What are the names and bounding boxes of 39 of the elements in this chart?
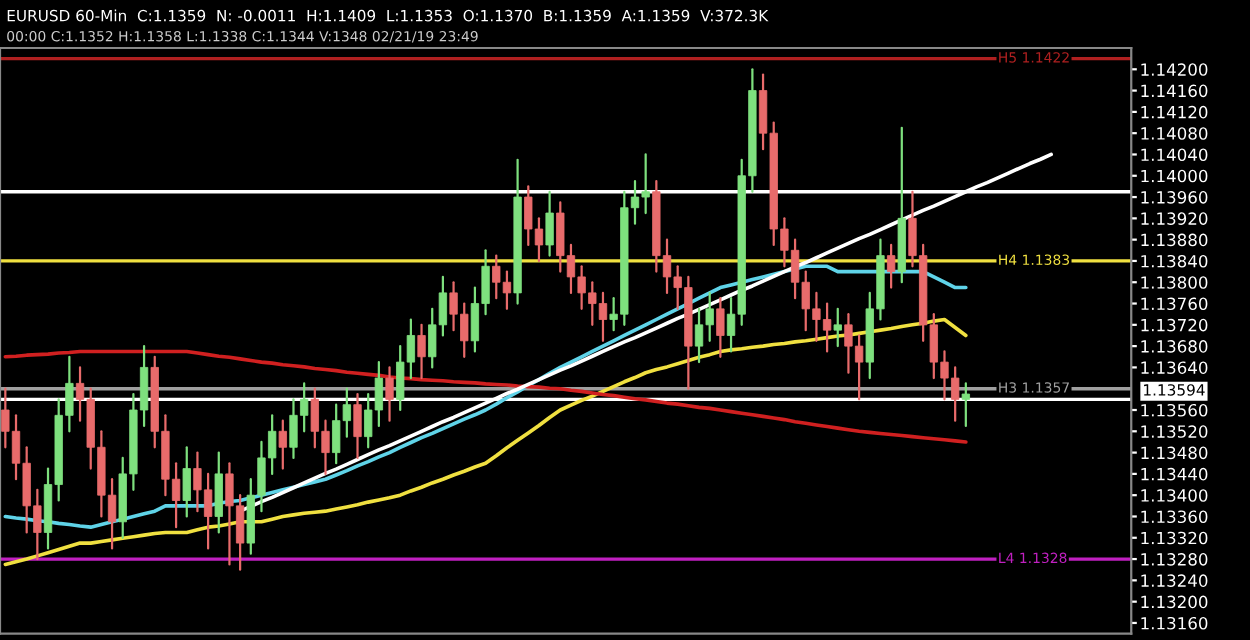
y-tick-label: 1.13240 (1141, 574, 1208, 587)
y-tick-label: 1.13320 (1141, 531, 1208, 545)
y-tick-label: 1.13800 (1141, 276, 1208, 289)
candlestick (182, 446, 191, 518)
y-tick-label: 1.14080 (1141, 127, 1208, 140)
y-tick-label: 1.13200 (1141, 595, 1208, 609)
y-tick-label: 1.13560 (1141, 403, 1208, 417)
y-tick-label: 1.13480 (1141, 446, 1208, 460)
y-tick-label: 1.13640 (1141, 361, 1208, 374)
y-tick-label: 1.14000 (1141, 169, 1208, 183)
candlestick (417, 323, 426, 380)
candlestick (833, 307, 842, 348)
y-tick-label: 1.13680 (1141, 340, 1208, 353)
y-tick-label: 1.13880 (1141, 233, 1208, 247)
line-series (3, 349, 968, 444)
candlestick (278, 419, 287, 470)
y-tick-label: 1.14160 (1141, 84, 1208, 98)
y-tick-label: 1.13160 (1141, 616, 1208, 630)
candlestick (214, 451, 223, 534)
y-tick-label: 1.13440 (1141, 467, 1208, 481)
y-tick-label: 1.13520 (1141, 425, 1208, 438)
line-series (3, 317, 968, 567)
candlestick (545, 190, 554, 257)
y-tick-label: 1.13760 (1141, 297, 1208, 311)
y-tick-label: 1.13840 (1141, 254, 1208, 268)
y-tick-label: 1.13400 (1141, 489, 1208, 502)
y-tick-label: 1.13360 (1141, 510, 1208, 524)
candlestick (886, 243, 896, 289)
candlestick (353, 392, 362, 460)
y-tick-label: 1.14200 (1141, 63, 1208, 76)
y-tick-label: 1.14040 (1141, 148, 1208, 162)
y-tick-label: 1.13920 (1141, 212, 1208, 225)
y-tick-label: 1.14120 (1141, 105, 1208, 119)
y-tick-label: 1.13720 (1141, 318, 1208, 332)
candlestick (961, 382, 970, 428)
candlestick (716, 297, 725, 358)
y-tick-label: 1.13960 (1141, 191, 1208, 204)
candlestick (385, 366, 394, 422)
y-tick-label: 1.13280 (1141, 553, 1208, 566)
